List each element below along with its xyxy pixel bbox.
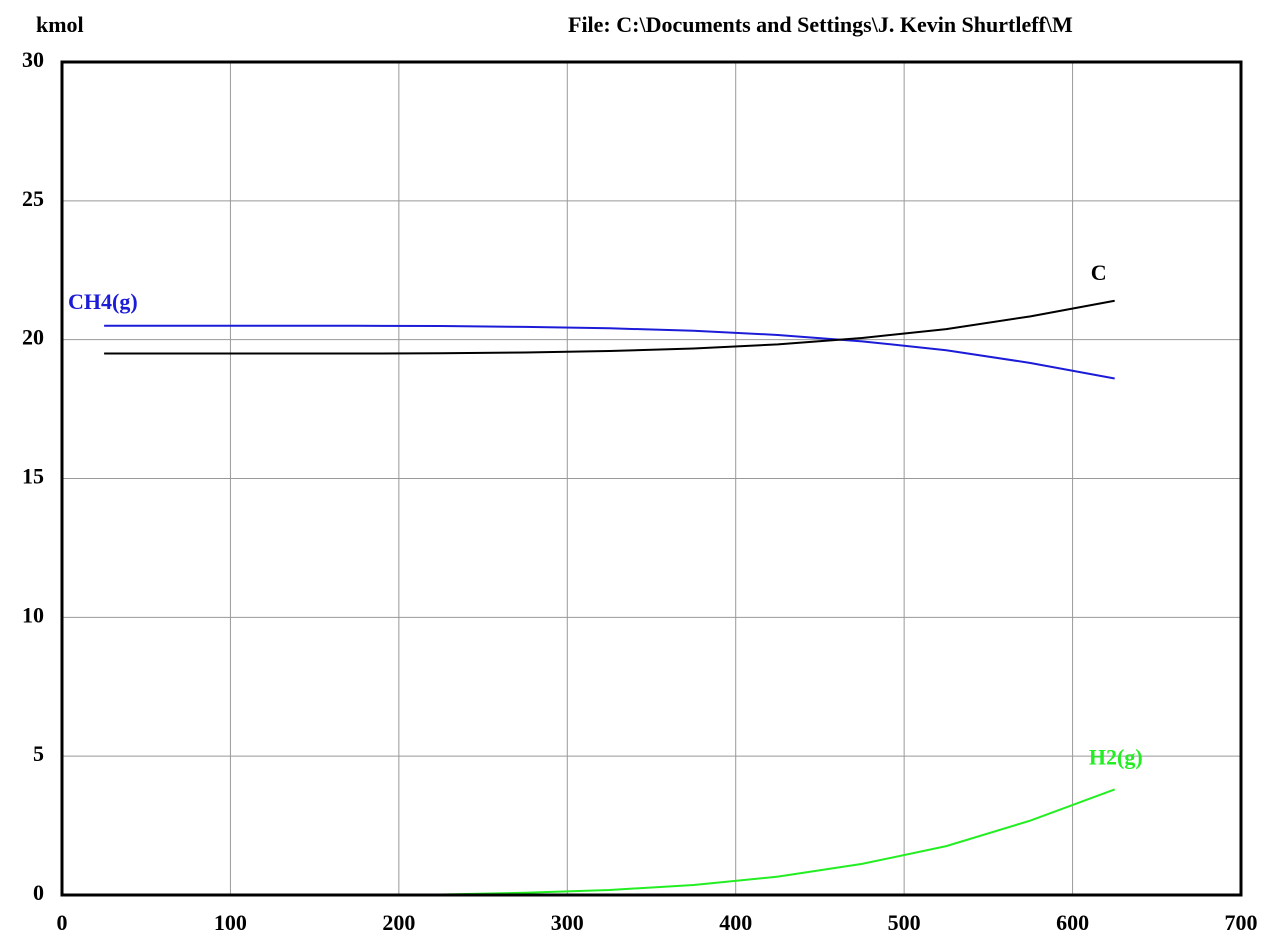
- x-tick-label: 0: [57, 910, 68, 935]
- series-line: [104, 788, 1116, 896]
- x-tick-label: 300: [551, 910, 584, 935]
- series-label: H2(g): [1089, 745, 1143, 770]
- y-tick-label: 5: [33, 741, 44, 766]
- y-tick-label: 25: [22, 186, 44, 211]
- y-tick-label: 0: [33, 880, 44, 905]
- y-tick-label: 15: [22, 464, 44, 489]
- x-tick-label: 100: [214, 910, 247, 935]
- series-line: [104, 299, 1115, 355]
- file-label: File: C:\Documents and Settings\J. Kevin…: [568, 12, 1073, 37]
- x-tick-label: 200: [382, 910, 415, 935]
- y-tick-label: 30: [22, 47, 44, 72]
- y-axis-label: kmol: [36, 12, 84, 37]
- x-tick-label: 600: [1056, 910, 1089, 935]
- x-tick-label: 700: [1225, 910, 1258, 935]
- y-tick-label: 20: [22, 325, 44, 350]
- plot-border: [60, 60, 1243, 897]
- series-line: [104, 324, 1115, 380]
- series-label: CH4(g): [68, 289, 138, 314]
- x-tick-label: 400: [719, 910, 752, 935]
- series-label: C: [1091, 260, 1107, 285]
- x-tick-label: 500: [888, 910, 921, 935]
- y-tick-label: 10: [22, 602, 44, 627]
